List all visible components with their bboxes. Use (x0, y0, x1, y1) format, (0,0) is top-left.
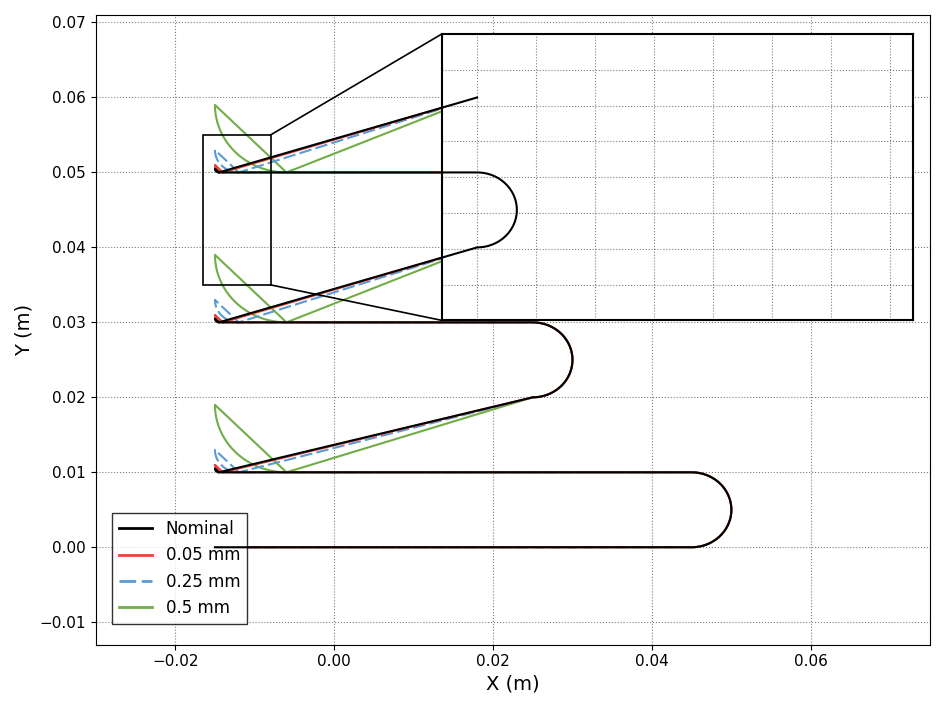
Y-axis label: Y (m): Y (m) (15, 303, 34, 356)
X-axis label: X (m): X (m) (485, 675, 539, 694)
Legend: Nominal, 0.05 mm, 0.25 mm, 0.5 mm: Nominal, 0.05 mm, 0.25 mm, 0.5 mm (112, 513, 246, 624)
Bar (203, 135, 270, 285)
